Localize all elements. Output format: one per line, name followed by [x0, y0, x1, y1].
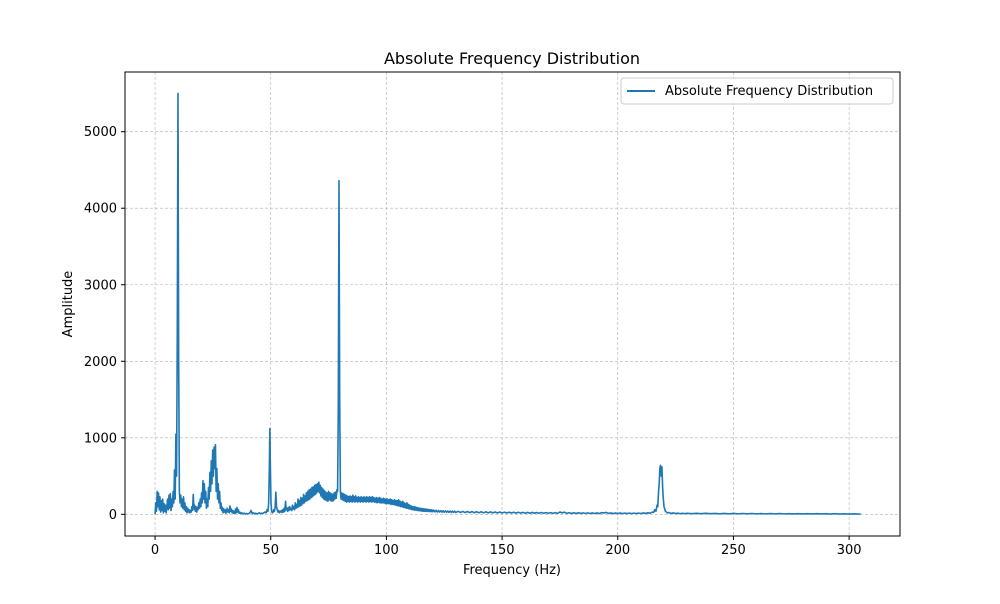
x-tick-label: 50: [262, 543, 279, 558]
series-line: [154, 92, 861, 515]
chart-title: Absolute Frequency Distribution: [384, 49, 640, 68]
y-tick-label: 5000: [84, 125, 117, 140]
x-axis-ticks: 0 50 100 150 200 250 300: [151, 536, 862, 558]
y-tick-label: 0: [109, 508, 117, 523]
x-axis-label: Frequency (Hz): [463, 563, 561, 578]
x-tick-label: 200: [605, 543, 630, 558]
x-tick-label: 150: [490, 543, 515, 558]
x-tick-label: 300: [837, 543, 862, 558]
y-tick-label: 3000: [84, 278, 117, 293]
y-axis-ticks: 0 1000 2000 3000 4000 5000: [84, 125, 125, 523]
grid: [125, 72, 900, 536]
plot-frame: [124, 71, 901, 537]
legend: Absolute Frequency Distribution: [620, 77, 894, 105]
x-tick-label: 100: [374, 543, 399, 558]
y-tick-label: 4000: [84, 202, 117, 217]
x-tick-label: 250: [721, 543, 746, 558]
series-layer: [154, 92, 861, 515]
x-tick-label: 0: [151, 543, 159, 558]
y-tick-label: 1000: [84, 431, 117, 446]
y-axis-label: Amplitude: [61, 271, 76, 338]
legend-box: [620, 77, 894, 105]
y-tick-label: 2000: [84, 355, 117, 370]
legend-label: Absolute Frequency Distribution: [665, 84, 873, 99]
